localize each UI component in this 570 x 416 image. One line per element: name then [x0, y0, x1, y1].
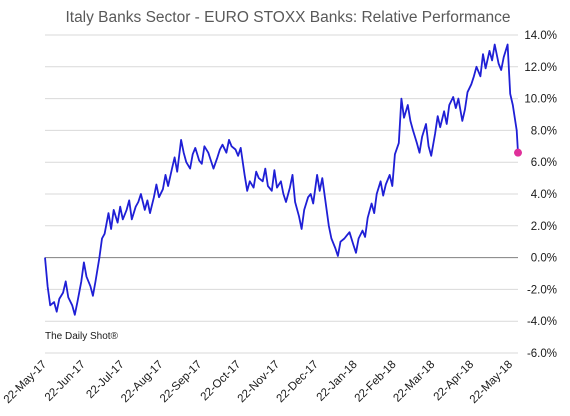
y-tick-label: 14.0%: [524, 30, 557, 42]
y-tick-label: 0.0%: [531, 253, 557, 265]
y-tick-label: -2.0%: [527, 284, 557, 296]
x-tick-label: 22-Sep-17: [158, 359, 204, 405]
y-tick-label: 2.0%: [531, 221, 557, 233]
x-tick-label: 22-Jun-17: [43, 359, 88, 404]
y-tick-label: -6.0%: [527, 348, 557, 360]
gridlines: [45, 34, 518, 354]
source-label: The Daily Shot®: [45, 331, 119, 342]
y-tick-label: 10.0%: [524, 94, 557, 106]
x-tick-label: 22-Dec-17: [274, 359, 320, 405]
chart-title: Italy Banks Sector - EURO STOXX Banks: R…: [65, 9, 510, 26]
y-axis: 14.0% 12.0% 10.0% 8.0% 6.0% 4.0% 2.0% 0.0% -2.0%…: [524, 30, 557, 360]
y-tick-label: 4.0%: [531, 189, 557, 201]
y-tick-label: 12.0%: [524, 62, 557, 74]
y-tick-label: -4.0%: [527, 316, 557, 328]
last-point-marker: [514, 148, 522, 157]
x-tick-label: 22-May-17: [2, 359, 49, 406]
y-tick-label: 8.0%: [531, 125, 557, 137]
x-axis: 22-May-1722-Jun-1722-Jul-1722-Aug-1722-S…: [2, 359, 515, 406]
x-tick-label: 22-Mar-18: [391, 359, 437, 405]
series-line: [44, 43, 519, 316]
y-tick-label: 6.0%: [531, 157, 557, 169]
